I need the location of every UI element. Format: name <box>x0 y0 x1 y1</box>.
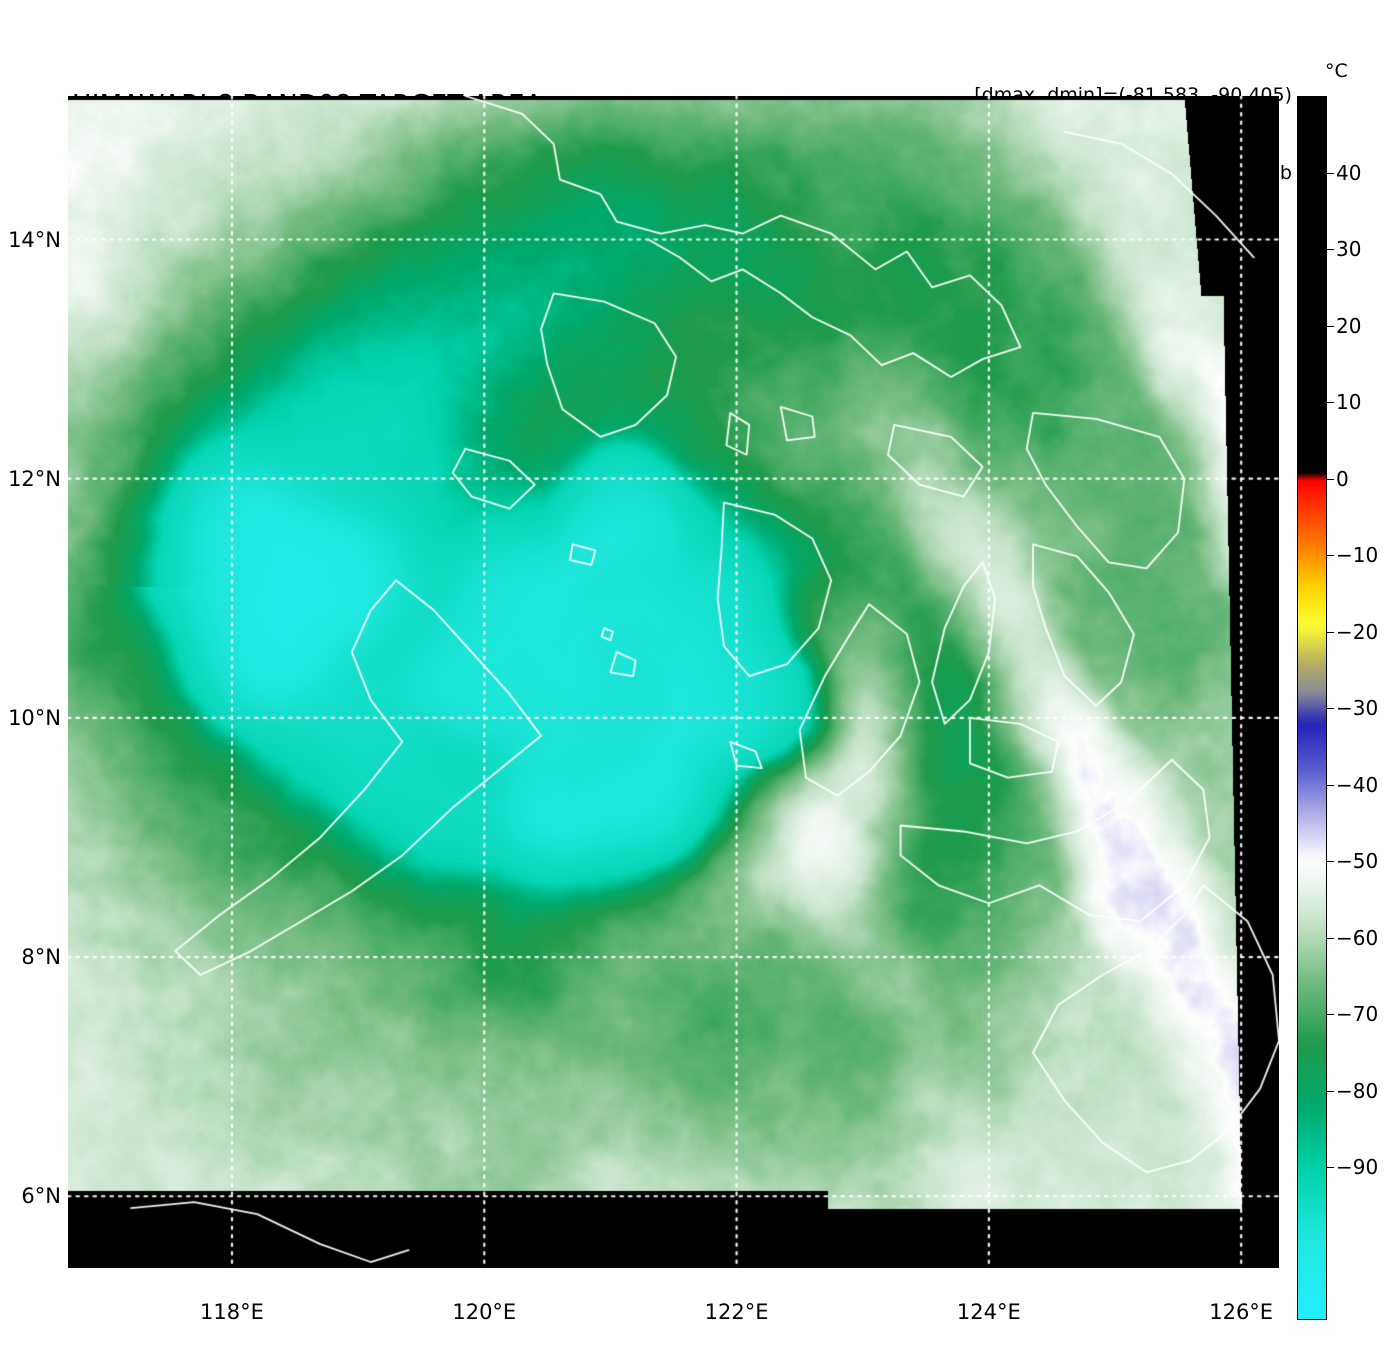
lat-tick-label: 10°N <box>8 705 61 730</box>
colorbar-tickmark <box>1327 249 1334 250</box>
colorbar-tickmark <box>1327 631 1334 633</box>
colorbar-tickmark <box>1327 172 1334 174</box>
colorbar-tickmark <box>1327 708 1334 709</box>
colorbar-unit-label: °C <box>1325 60 1348 82</box>
colorbar-tickmark <box>1327 1167 1334 1168</box>
colorbar-tick-label: −50 <box>1336 849 1379 873</box>
colorbar-tickmark <box>1327 861 1334 862</box>
colorbar <box>1297 96 1327 1320</box>
colorbar-tick-label: −30 <box>1336 696 1379 720</box>
colorbar-tick-label: −70 <box>1336 1002 1379 1026</box>
lon-tick-label: 126°E <box>1209 1300 1274 1324</box>
lon-tick-label: 122°E <box>704 1300 769 1324</box>
colorbar-tick-label: −40 <box>1336 772 1379 797</box>
colorbar-tick-label: 40 <box>1336 160 1362 185</box>
colorbar-tickmark <box>1327 937 1334 939</box>
colorbar-tickmark <box>1327 478 1334 480</box>
colorbar-tickmark <box>1327 325 1334 327</box>
colorbar-tick-label: 10 <box>1336 390 1362 414</box>
lon-tick-label: 118°E <box>200 1300 264 1324</box>
colorbar-tickmark <box>1327 402 1334 403</box>
lat-tick-label: 8°N <box>21 945 61 970</box>
colorbar-tick-label: −10 <box>1336 543 1379 567</box>
colorbar-tick-label: −20 <box>1336 619 1379 644</box>
colorbar-tick-label: 30 <box>1336 237 1362 261</box>
satellite-heatmap-canvas <box>68 96 1279 1268</box>
colorbar-tick-label: 0 <box>1336 466 1349 491</box>
lat-tick-label: 14°N <box>8 227 61 252</box>
satellite-image-plot <box>68 96 1279 1268</box>
colorbar-tick-label: −90 <box>1336 1155 1379 1179</box>
copyright-text: Copyright © 2020-2025 Dapiya <box>78 1278 418 1300</box>
colorbar-tick-label: −60 <box>1336 925 1379 950</box>
lat-tick-label: 12°N <box>8 466 61 491</box>
lon-tick-label: 120°E <box>452 1300 517 1324</box>
colorbar-gradient <box>1297 96 1327 1320</box>
colorbar-tickmark <box>1327 1014 1334 1015</box>
lat-tick-label: 6°N <box>21 1184 61 1209</box>
colorbar-tickmark <box>1327 1090 1334 1092</box>
colorbar-tick-label: 20 <box>1336 313 1362 338</box>
colorbar-tickmark <box>1327 784 1334 786</box>
lon-tick-label: 124°E <box>956 1300 1021 1324</box>
colorbar-tick-label: −80 <box>1336 1078 1379 1103</box>
colorbar-tickmark <box>1327 555 1334 556</box>
